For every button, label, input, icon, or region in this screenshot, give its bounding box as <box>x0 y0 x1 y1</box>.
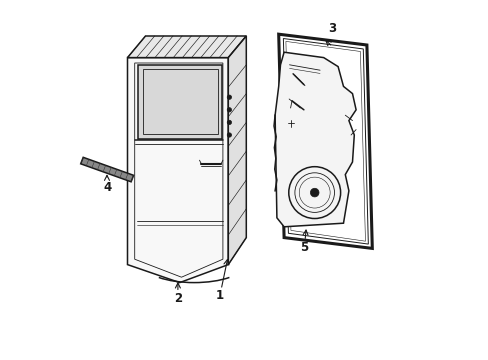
Polygon shape <box>127 36 246 58</box>
Text: 5: 5 <box>299 241 307 254</box>
Circle shape <box>310 188 318 197</box>
Circle shape <box>227 95 231 99</box>
Circle shape <box>227 108 231 112</box>
Polygon shape <box>81 157 133 182</box>
Circle shape <box>227 133 231 137</box>
Polygon shape <box>127 58 228 283</box>
Polygon shape <box>138 65 222 139</box>
Text: 2: 2 <box>173 292 182 305</box>
Polygon shape <box>228 36 246 265</box>
Text: 4: 4 <box>103 181 112 194</box>
Text: 1: 1 <box>215 289 223 302</box>
Polygon shape <box>275 52 355 227</box>
Circle shape <box>227 120 231 125</box>
Text: 3: 3 <box>328 22 336 35</box>
